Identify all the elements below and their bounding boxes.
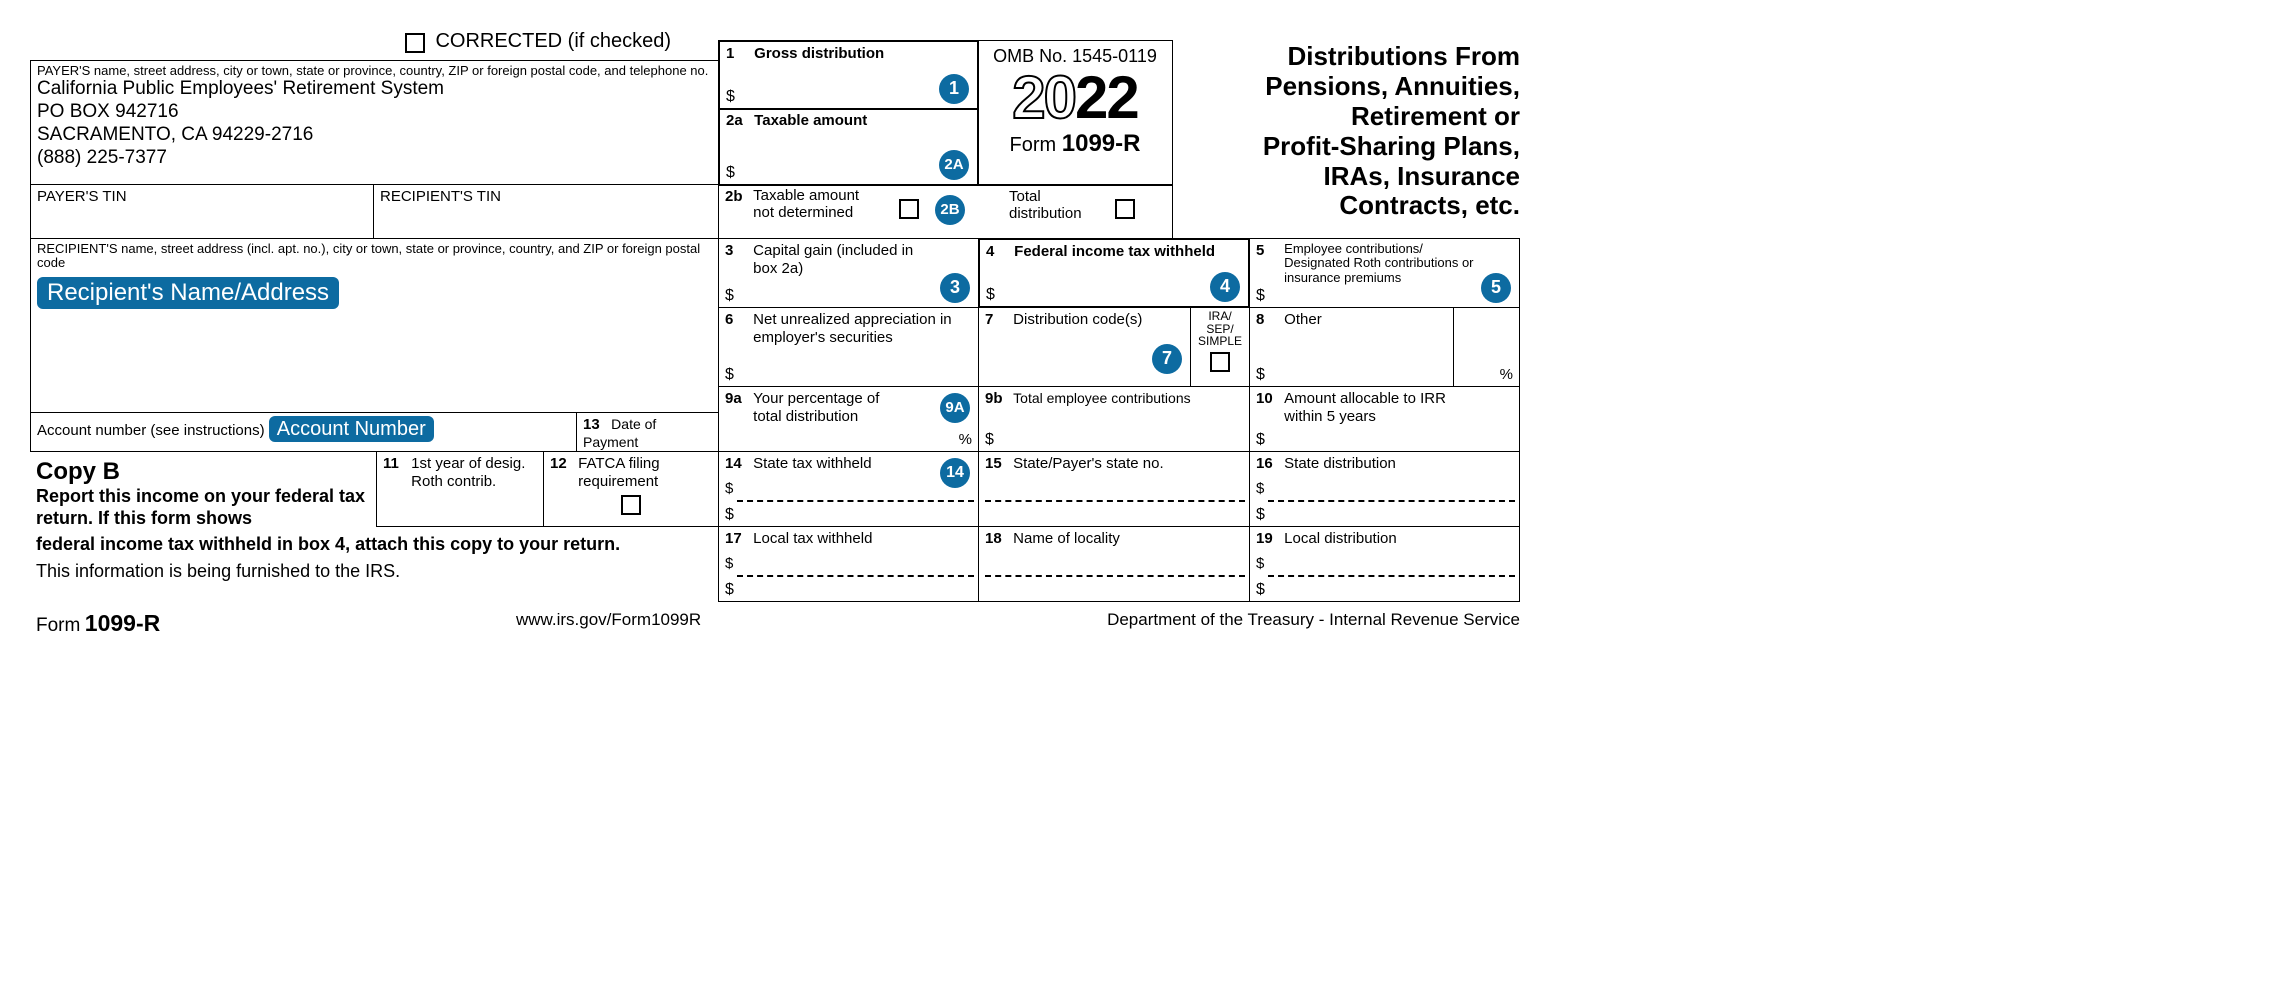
box-16: 16 State distribution $ $ xyxy=(1249,451,1520,527)
box-8: 8 Other $ xyxy=(1249,307,1454,387)
badge-9a: 9A xyxy=(940,393,970,423)
box-7: 7 Distribution code(s) 7 xyxy=(978,307,1191,387)
badge-5: 5 xyxy=(1481,273,1511,303)
box-7-ira: IRA/ SEP/ SIMPLE xyxy=(1190,307,1250,387)
box-2a: 2a Taxable amount $ 2A xyxy=(718,108,979,186)
footer: Form 1099-R www.irs.gov/Form1099R Depart… xyxy=(36,610,1520,637)
payer-addr1: PO BOX 942716 xyxy=(37,101,712,124)
box-4: 4 Federal income tax withheld $ 4 xyxy=(978,238,1250,308)
recipient-tin: RECIPIENT'S TIN xyxy=(373,184,719,239)
account-pill: Account Number xyxy=(269,416,434,442)
box-17: 17 Local tax withheld $ $ xyxy=(718,526,979,602)
recipient-header: RECIPIENT'S name, street address (incl. … xyxy=(37,242,712,271)
payer-block: PAYER'S name, street address, city or to… xyxy=(30,60,719,185)
badge-4: 4 xyxy=(1210,272,1240,302)
recipient-block: RECIPIENT'S name, street address (incl. … xyxy=(30,238,719,413)
corrected-label: CORRECTED (if checked) xyxy=(435,30,671,52)
ira-checkbox[interactable] xyxy=(1210,352,1230,372)
box-3: 3 Capital gain (included in box 2a) $ 3 xyxy=(718,238,979,308)
footer-dept: Department of the Treasury - Internal Re… xyxy=(1107,610,1520,630)
payer-name: California Public Employees' Retirement … xyxy=(37,78,712,101)
box-2b: 2b Taxable amount not determined 2B Tota… xyxy=(718,184,1173,239)
badge-1: 1 xyxy=(939,74,969,104)
badge-2a: 2A xyxy=(939,150,969,180)
box-14: 14 State tax withheld 14 $ $ xyxy=(718,451,979,527)
badge-7: 7 xyxy=(1152,344,1182,374)
corrected-row: CORRECTED (if checked) xyxy=(405,30,671,53)
badge-14: 14 xyxy=(940,458,970,488)
box-8-pct: % xyxy=(1453,307,1520,387)
payer-phone: (888) 225-7377 xyxy=(37,147,712,170)
payer-addr2: SACRAMENTO, CA 94229-2716 xyxy=(37,124,712,147)
box-5: 5 Employee contributions/ Designated Rot… xyxy=(1249,238,1520,308)
payer-tin: PAYER'S TIN xyxy=(30,184,374,239)
box-9b: 9b Total employee contributions $ xyxy=(978,386,1250,452)
box-10: 10 Amount allocable to IRR within 5 year… xyxy=(1249,386,1520,452)
box-18: 18 Name of locality xyxy=(978,526,1250,602)
account-number-box: Account number (see instructions) Accoun… xyxy=(30,412,577,452)
copy-b-title: Copy B xyxy=(36,458,716,486)
recipient-pill: Recipient's Name/Address xyxy=(37,277,339,310)
box-15: 15 State/Payer's state no. xyxy=(978,451,1250,527)
tax-year: 2022 xyxy=(984,62,1166,134)
box-19: 19 Local distribution $ $ xyxy=(1249,526,1520,602)
box-9a: 9a Your percentage of total distribution… xyxy=(718,386,979,452)
payer-header: PAYER'S name, street address, city or to… xyxy=(37,64,712,78)
not-determined-checkbox[interactable] xyxy=(899,199,919,219)
box-13: 13 Date of Payment xyxy=(576,412,719,452)
form-id: Form 1099-R xyxy=(984,130,1166,159)
form-title: Distributions From Pensions, Annuities, … xyxy=(1180,42,1520,221)
badge-2b: 2B xyxy=(935,195,965,225)
footer-url: www.irs.gov/Form1099R xyxy=(516,610,701,630)
omb-year-block: OMB No. 1545-0119 2022 Form 1099-R xyxy=(978,40,1173,186)
badge-3: 3 xyxy=(940,273,970,303)
copy-b-block: Copy B Report this income on your federa… xyxy=(36,458,716,582)
corrected-checkbox[interactable] xyxy=(405,33,425,53)
box1-label: Gross distribution xyxy=(754,45,884,62)
box-1: 1 Gross distribution $ 1 xyxy=(718,40,979,110)
box2a-label: Taxable amount xyxy=(754,112,867,129)
box-6: 6 Net unrealized appreciation in employe… xyxy=(718,307,979,387)
total-dist-checkbox[interactable] xyxy=(1115,199,1135,219)
